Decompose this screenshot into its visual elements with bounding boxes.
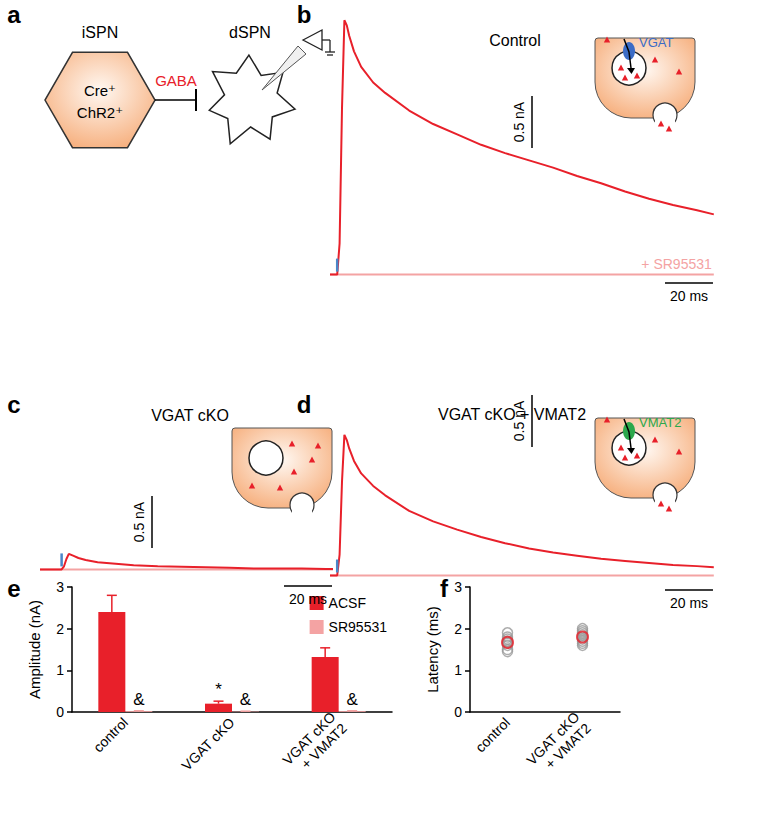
svg-text:&: & bbox=[133, 690, 145, 709]
svg-text:0: 0 bbox=[56, 704, 64, 720]
svg-text:GABA: GABA bbox=[155, 72, 197, 89]
svg-text:+ VMAT2: + VMAT2 bbox=[298, 720, 350, 772]
svg-text:d: d bbox=[297, 391, 312, 418]
svg-text:20 ms: 20 ms bbox=[670, 595, 708, 611]
svg-text:VMAT2: VMAT2 bbox=[639, 415, 681, 430]
svg-text:b: b bbox=[297, 1, 312, 28]
svg-text:f: f bbox=[440, 575, 449, 602]
svg-text:&: & bbox=[346, 690, 358, 709]
svg-text:2: 2 bbox=[56, 621, 64, 637]
svg-text:0.5 nA: 0.5 nA bbox=[511, 101, 527, 142]
svg-text:0.5 nA: 0.5 nA bbox=[131, 501, 147, 542]
svg-text:a: a bbox=[7, 1, 21, 28]
svg-text:c: c bbox=[7, 391, 20, 418]
svg-text:VGAT cKO: VGAT cKO bbox=[279, 708, 339, 768]
svg-text:3: 3 bbox=[454, 579, 462, 595]
svg-text:dSPN: dSPN bbox=[229, 24, 271, 41]
svg-text:+ VMAT2: + VMAT2 bbox=[542, 720, 594, 772]
svg-text:0.5 nA: 0.5 nA bbox=[511, 400, 527, 441]
svg-text:control: control bbox=[90, 714, 131, 755]
svg-text:*: * bbox=[215, 680, 222, 699]
svg-text:2: 2 bbox=[454, 621, 462, 637]
svg-text:control: control bbox=[472, 714, 513, 755]
svg-text:Control: Control bbox=[489, 32, 541, 49]
svg-text:+ SR95531: + SR95531 bbox=[641, 256, 712, 272]
svg-text:1: 1 bbox=[454, 662, 462, 678]
svg-text:VGAT cKO: VGAT cKO bbox=[178, 714, 237, 773]
svg-text:0: 0 bbox=[454, 704, 462, 720]
svg-text:20 ms: 20 ms bbox=[670, 288, 708, 304]
svg-text:3: 3 bbox=[56, 579, 64, 595]
svg-text:VGAT cKO + VMAT2: VGAT cKO + VMAT2 bbox=[438, 405, 586, 423]
svg-text:&: & bbox=[240, 690, 252, 709]
svg-text:Latency (ms): Latency (ms) bbox=[424, 606, 441, 693]
svg-text:Cre⁺: Cre⁺ bbox=[84, 82, 116, 99]
svg-text:ACSF: ACSF bbox=[329, 595, 366, 611]
svg-text:VGAT cKO: VGAT cKO bbox=[523, 708, 583, 768]
svg-text:Amplitude (nA): Amplitude (nA) bbox=[26, 600, 43, 699]
svg-text:ChR2⁺: ChR2⁺ bbox=[77, 104, 123, 121]
svg-text:20 ms: 20 ms bbox=[289, 591, 327, 607]
svg-text:e: e bbox=[7, 575, 20, 602]
svg-text:SR95531: SR95531 bbox=[329, 619, 388, 635]
svg-text:1: 1 bbox=[56, 662, 64, 678]
svg-text:VGAT: VGAT bbox=[639, 35, 673, 50]
svg-text:iSPN: iSPN bbox=[82, 24, 118, 41]
svg-text:VGAT cKO: VGAT cKO bbox=[151, 407, 229, 424]
